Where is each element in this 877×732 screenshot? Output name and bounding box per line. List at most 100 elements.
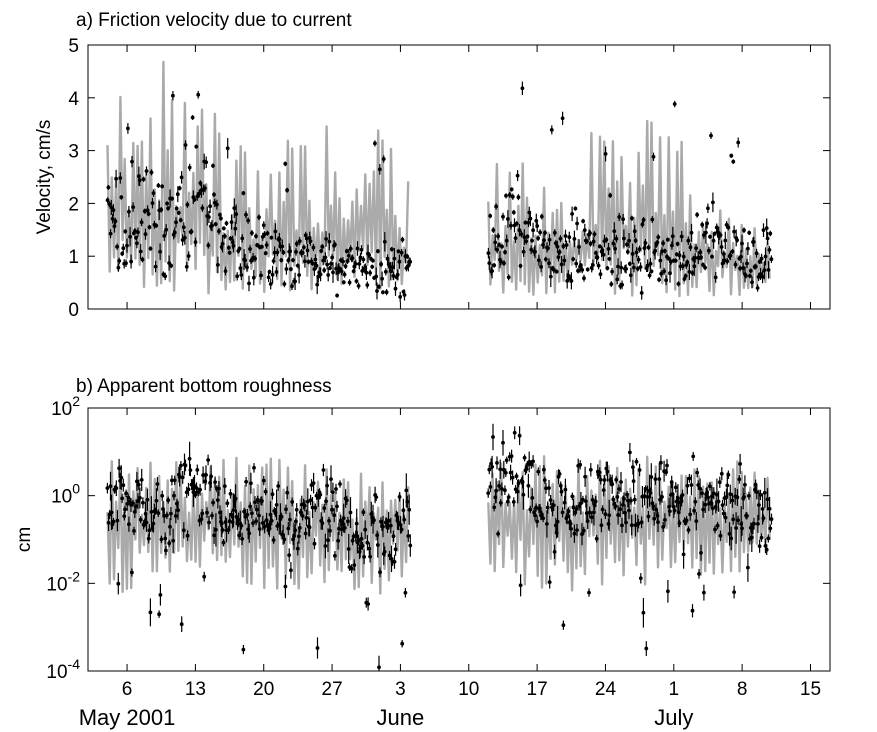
data-point [131, 205, 136, 210]
data-point [391, 534, 396, 539]
data-point [171, 538, 176, 543]
data-point [547, 261, 551, 266]
data-point [117, 259, 122, 263]
data-point [294, 507, 299, 512]
data-point [490, 465, 494, 469]
data-point [624, 520, 628, 525]
data-point [366, 602, 370, 606]
data-point [228, 491, 233, 496]
data-point [108, 484, 113, 489]
data-point [399, 527, 404, 532]
data-point [172, 493, 176, 498]
data-point [723, 515, 728, 520]
data-point [664, 278, 668, 283]
data-point [725, 483, 730, 488]
data-point [632, 229, 637, 234]
data-point [598, 272, 603, 277]
data-point [125, 502, 130, 506]
data-point [706, 206, 710, 211]
data-point [686, 528, 691, 532]
data-point [249, 258, 254, 263]
data-point [748, 268, 753, 273]
data-point [266, 275, 271, 280]
data-point [126, 495, 131, 500]
data-point [656, 235, 661, 240]
data-point [757, 544, 762, 548]
data-point [736, 518, 740, 523]
data-point [334, 487, 338, 491]
data-point [107, 202, 112, 206]
data-point [285, 188, 289, 193]
data-point [323, 255, 328, 260]
data-point [497, 484, 501, 488]
data-point [192, 197, 197, 202]
y-tick-label: 4 [68, 89, 79, 110]
data-point [760, 507, 765, 511]
data-point [251, 521, 255, 525]
data-point [257, 527, 262, 531]
data-point [375, 289, 379, 293]
data-point [231, 508, 236, 512]
data-point [632, 497, 637, 502]
data-point [520, 86, 525, 91]
data-point [732, 229, 736, 234]
data-point [542, 467, 546, 472]
data-point [703, 502, 708, 507]
data-point [689, 230, 694, 235]
data-point [363, 527, 368, 532]
data-point [653, 477, 658, 481]
data-point [651, 504, 656, 509]
data-point [685, 483, 690, 488]
data-point [108, 231, 113, 236]
data-point [216, 263, 220, 267]
data-point [325, 262, 330, 267]
data-point [713, 527, 717, 532]
data-point [174, 206, 179, 211]
data-point [531, 228, 535, 233]
panel-b-envelope-0 [106, 456, 410, 595]
data-point [625, 242, 629, 247]
data-point [726, 225, 731, 230]
data-point [182, 235, 187, 240]
data-point [535, 224, 540, 228]
data-point [312, 267, 317, 271]
data-point [402, 293, 407, 297]
data-point [738, 266, 742, 271]
data-point [663, 249, 667, 253]
data-point [328, 266, 332, 270]
data-point [293, 528, 298, 533]
data-point [341, 280, 346, 285]
data-point [154, 498, 159, 503]
data-point [145, 497, 150, 502]
y-tick-label: 10-4 [46, 656, 80, 683]
data-point [331, 270, 335, 275]
data-point [728, 492, 733, 497]
data-point [118, 176, 123, 180]
data-point [637, 247, 642, 252]
data-point [618, 507, 623, 512]
data-point [217, 229, 221, 234]
data-point [212, 533, 217, 538]
data-point [670, 492, 675, 496]
data-point [695, 470, 700, 475]
data-point [167, 261, 172, 265]
data-point [220, 528, 225, 532]
data-point [695, 212, 699, 217]
data-point [269, 235, 274, 240]
data-point [119, 195, 124, 200]
data-point [633, 238, 638, 243]
data-point [514, 221, 519, 226]
data-point [628, 450, 632, 455]
data-point [214, 527, 218, 532]
data-point [515, 489, 520, 494]
data-point [516, 481, 521, 486]
data-point [676, 510, 681, 515]
data-point [374, 495, 379, 499]
data-point [318, 272, 323, 277]
data-point [636, 521, 641, 526]
data-point [166, 206, 171, 211]
data-point [730, 498, 735, 503]
data-point [145, 208, 150, 213]
data-point [513, 236, 518, 241]
data-point [136, 482, 141, 487]
